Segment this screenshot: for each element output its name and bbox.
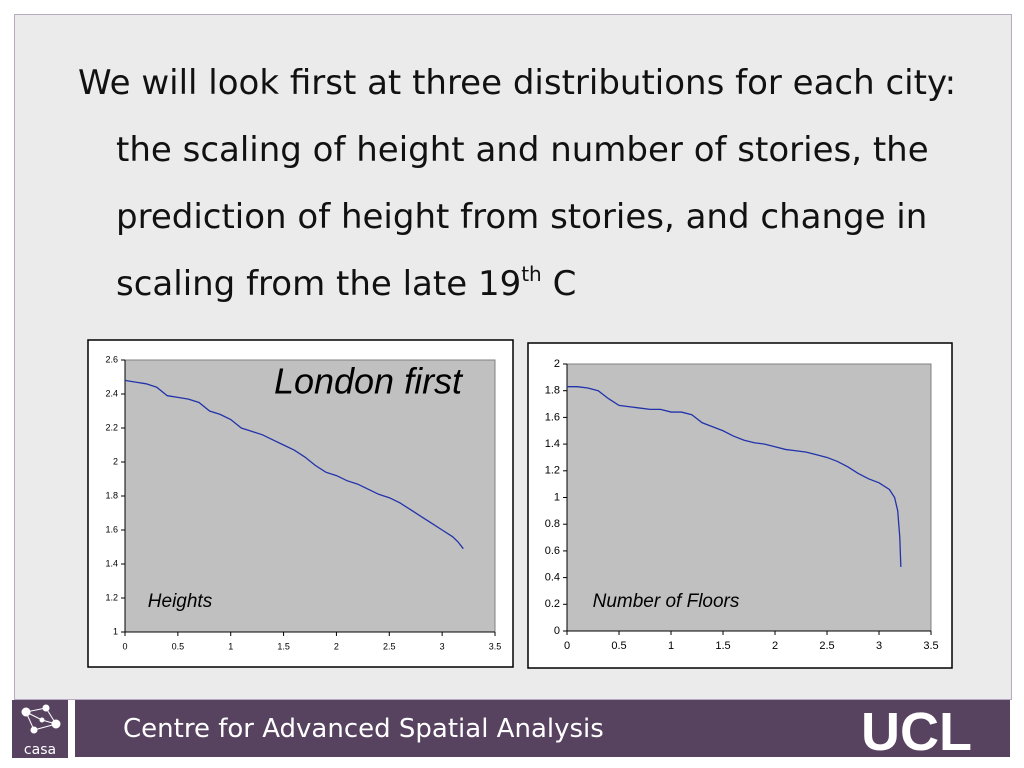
plot-area: [124, 359, 496, 633]
annotation: Number of Floors: [593, 591, 740, 612]
x-tick-label: 0.5: [172, 641, 185, 651]
y-tick-label: 0.4: [545, 572, 560, 584]
x-tick-label: 1.5: [715, 640, 730, 652]
y-tick-label: 2: [113, 456, 118, 466]
y-tick-label: 1.6: [545, 411, 560, 423]
y-tick-label: 1.2: [105, 592, 118, 602]
footer: Centre for Advanced Spatial Analysis UCL: [75, 700, 1010, 762]
casa-icon: [21, 704, 61, 734]
footer-text: Centre for Advanced Spatial Analysis: [123, 714, 604, 744]
y-tick-label: 0: [554, 625, 560, 637]
line: [567, 386, 902, 567]
x-tick-label: 3: [876, 640, 882, 652]
x-tick-label: 1: [228, 641, 233, 651]
x-tick-label: 1: [668, 640, 674, 652]
charts: 1 1.2 1.4 1.6 1.8 2 2.2 2.4 2.6 0 0.5 1 1.5 2 2.5 3 3.5 L…: [87, 339, 953, 669]
annotation: Heights: [148, 591, 213, 612]
y-tick-label: 1: [554, 491, 560, 503]
y-tick-label: 2.6: [105, 354, 118, 364]
x-tick-label: 3.5: [489, 641, 502, 651]
line: [124, 379, 464, 550]
slide-text: We will look first at three distribution…: [78, 50, 996, 318]
casa-label: casa: [23, 742, 57, 758]
x-tick-label: 0.5: [611, 640, 626, 652]
y-tick-label: 0.6: [545, 545, 560, 557]
x-tick-label: 2.5: [819, 640, 834, 652]
x-tick-label: 2: [772, 640, 778, 652]
x-tick-label: 0: [122, 641, 127, 651]
text-end: C: [552, 264, 577, 304]
y-tick-label: 2: [554, 358, 560, 370]
x-tick-label: 0: [564, 640, 570, 652]
plot-area: [566, 363, 932, 632]
x-tick-label: 3: [440, 641, 445, 651]
y-tick-label: 1.8: [105, 490, 118, 500]
y-tick-label: 0.2: [545, 598, 560, 610]
x-tick-label: 3.5: [923, 640, 938, 652]
x-tick-label: 2: [334, 641, 339, 651]
x-tick-label: 2.5: [383, 641, 396, 651]
y-tick-label: 1.4: [545, 438, 560, 450]
y-tick-label: 1.6: [105, 524, 118, 534]
y-tick-label: 1: [113, 626, 118, 636]
y-tick-label: 2.2: [105, 422, 118, 432]
y-tick-label: 1.2: [545, 465, 560, 477]
text-main: We will look first at three distribution…: [78, 63, 957, 304]
chart-title: London first: [274, 361, 464, 402]
y-tick-label: 1.8: [545, 385, 560, 397]
ucl-logo: UCL: [861, 702, 972, 762]
y-tick-label: 0.8: [545, 518, 560, 530]
y-tick-label: 2.4: [105, 388, 118, 398]
y-tick-label: 1.4: [105, 558, 118, 568]
casa-logo: casa: [12, 700, 68, 758]
x-tick-label: 1.5: [277, 641, 290, 651]
superscript: th: [521, 262, 542, 286]
